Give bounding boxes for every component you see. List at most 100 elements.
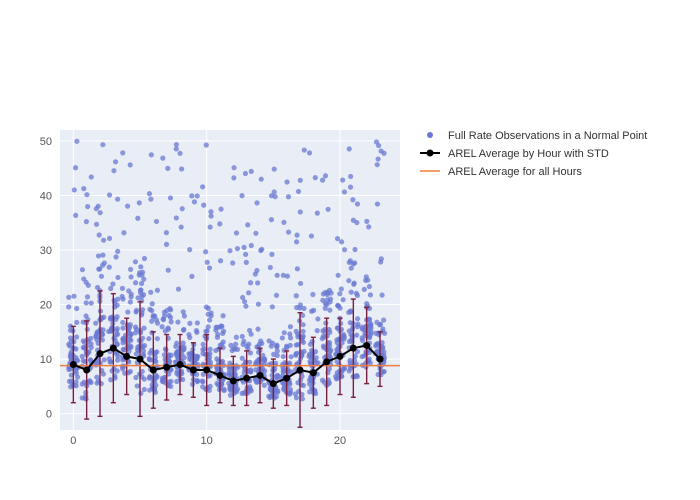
scatter-point [175, 319, 180, 324]
scatter-point [218, 207, 223, 212]
scatter-point [192, 199, 197, 204]
scatter-point [147, 191, 152, 196]
scatter-point [74, 306, 79, 311]
scatter-point [93, 334, 98, 339]
scatter-point [207, 317, 212, 322]
scatter-point [74, 379, 79, 384]
scatter-point [362, 287, 367, 292]
scatter-point [355, 322, 360, 327]
scatter-point [107, 236, 112, 241]
hourly-mean-marker [70, 361, 77, 368]
scatter-point [120, 325, 125, 330]
scatter-point [203, 249, 208, 254]
scatter-point [155, 321, 160, 326]
scatter-point [133, 330, 138, 335]
scatter-point [320, 178, 325, 183]
scatter-point [243, 304, 248, 309]
scatter-point [306, 354, 311, 359]
scatter-point [115, 314, 120, 319]
scatter-point [281, 354, 286, 359]
scatter-point [74, 334, 79, 339]
scatter-point [355, 293, 360, 298]
scatter-point [272, 395, 277, 400]
scatter-point [154, 349, 159, 354]
scatter-point [347, 146, 352, 151]
scatter-point [284, 179, 289, 184]
scatter-point [75, 374, 80, 379]
scatter-point [294, 293, 299, 298]
scatter-point [275, 273, 280, 278]
scatter-point [346, 278, 351, 283]
scatter-point [180, 206, 185, 211]
scatter-point [336, 362, 341, 367]
scatter-point [88, 336, 93, 341]
ytick-label: 0 [46, 409, 52, 421]
scatter-point [81, 186, 86, 191]
scatter-point [310, 292, 315, 297]
scatter-point [115, 197, 120, 202]
scatter-point [296, 189, 301, 194]
scatter-point [94, 222, 99, 227]
scatter-point [147, 356, 152, 361]
scatter-point [205, 260, 210, 265]
scatter-point [142, 343, 147, 348]
scatter-point [293, 391, 298, 396]
scatter-point [169, 319, 174, 324]
hourly-mean-marker [363, 342, 370, 349]
scatter-point [66, 295, 71, 300]
scatter-point [217, 221, 222, 226]
scatter-point [288, 343, 293, 348]
scatter-point [139, 272, 144, 277]
scatter-point [335, 236, 340, 241]
scatter-point [149, 308, 154, 313]
scatter-point [148, 290, 153, 295]
scatter-point [335, 303, 340, 308]
scatter-point [348, 174, 353, 179]
scatter-point [207, 265, 212, 270]
scatter-point [254, 200, 259, 205]
scatter-point [233, 342, 238, 347]
scatter-point [307, 150, 312, 155]
scatter-point [275, 353, 280, 358]
scatter-point [298, 281, 303, 286]
scatter-point [323, 301, 328, 306]
scatter-point [262, 383, 267, 388]
scatter-point [111, 298, 116, 303]
hourly-mean-marker [257, 372, 264, 379]
scatter-point [110, 281, 115, 286]
scatter-point [313, 175, 318, 180]
scatter-point [181, 328, 186, 333]
scatter-point [121, 336, 126, 341]
scatter-point [66, 304, 71, 309]
scatter-point [300, 313, 305, 318]
scatter-point [246, 342, 251, 347]
scatter-point [89, 300, 94, 305]
hourly-mean-marker [243, 375, 250, 382]
ytick-label: 10 [40, 354, 52, 366]
scatter-point [247, 328, 252, 333]
scatter-point [81, 276, 86, 281]
scatter-point [206, 324, 211, 329]
scatter-point [107, 359, 112, 364]
scatter-point [354, 220, 359, 225]
scatter-point [340, 297, 345, 302]
scatter-point [115, 249, 120, 254]
scatter-point [273, 194, 278, 199]
scatter-point [84, 219, 89, 224]
scatter-point [200, 379, 205, 384]
scatter-point [84, 300, 89, 305]
scatter-point [245, 222, 250, 227]
hourly-mean-marker [350, 345, 357, 352]
scatter-point [179, 224, 184, 229]
scatter-point [259, 177, 264, 182]
scatter-point [201, 203, 206, 208]
scatter-point [258, 248, 263, 253]
scatter-point [167, 358, 172, 363]
scatter-point [201, 342, 206, 347]
scatter-point [135, 216, 140, 221]
scatter-point [347, 368, 352, 373]
hourly-mean-marker [283, 375, 290, 382]
scatter-point [66, 367, 71, 372]
hourly-mean-marker [83, 367, 90, 374]
scatter-point [150, 301, 155, 306]
